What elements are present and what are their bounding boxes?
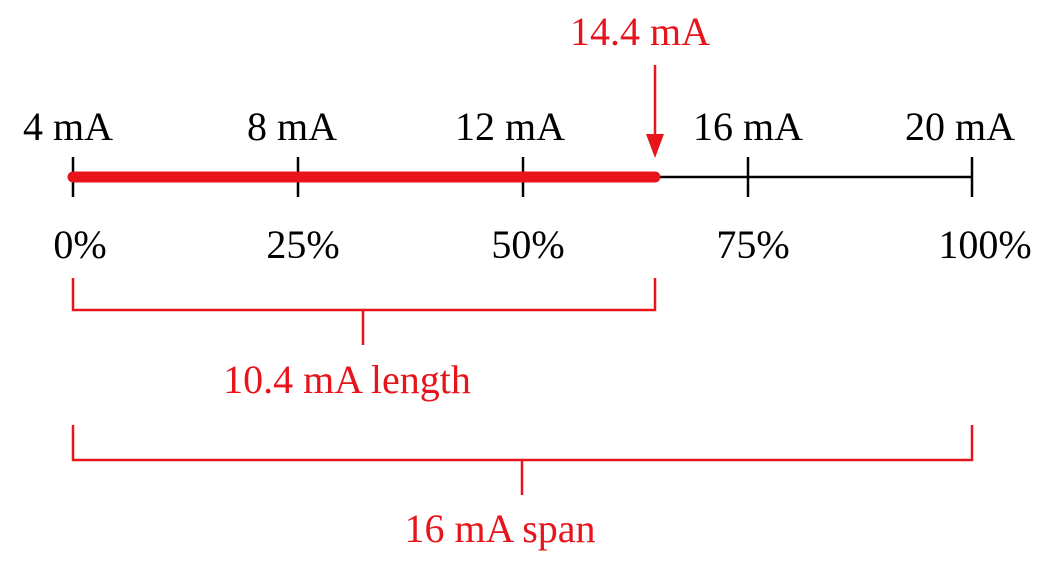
bottom-label: 100% xyxy=(938,222,1031,267)
marker-arrowhead xyxy=(646,134,664,158)
marker-label: 14.4 mA xyxy=(570,9,710,54)
bottom-label: 50% xyxy=(491,222,564,267)
top-label: 12 mA xyxy=(455,104,565,149)
bottom-label: 75% xyxy=(716,222,789,267)
top-label: 20 mA xyxy=(905,104,1015,149)
span-label: 16 mA span xyxy=(404,506,595,551)
length-bracket xyxy=(71,278,657,345)
bottom-label: 25% xyxy=(266,222,339,267)
top-label: 16 mA xyxy=(693,104,803,149)
top-label: 4 mA xyxy=(23,104,113,149)
span-bracket xyxy=(71,425,974,495)
top-label: 8 mA xyxy=(247,104,337,149)
bottom-label: 0% xyxy=(53,222,106,267)
length-label: 10.4 mA length xyxy=(223,357,471,402)
